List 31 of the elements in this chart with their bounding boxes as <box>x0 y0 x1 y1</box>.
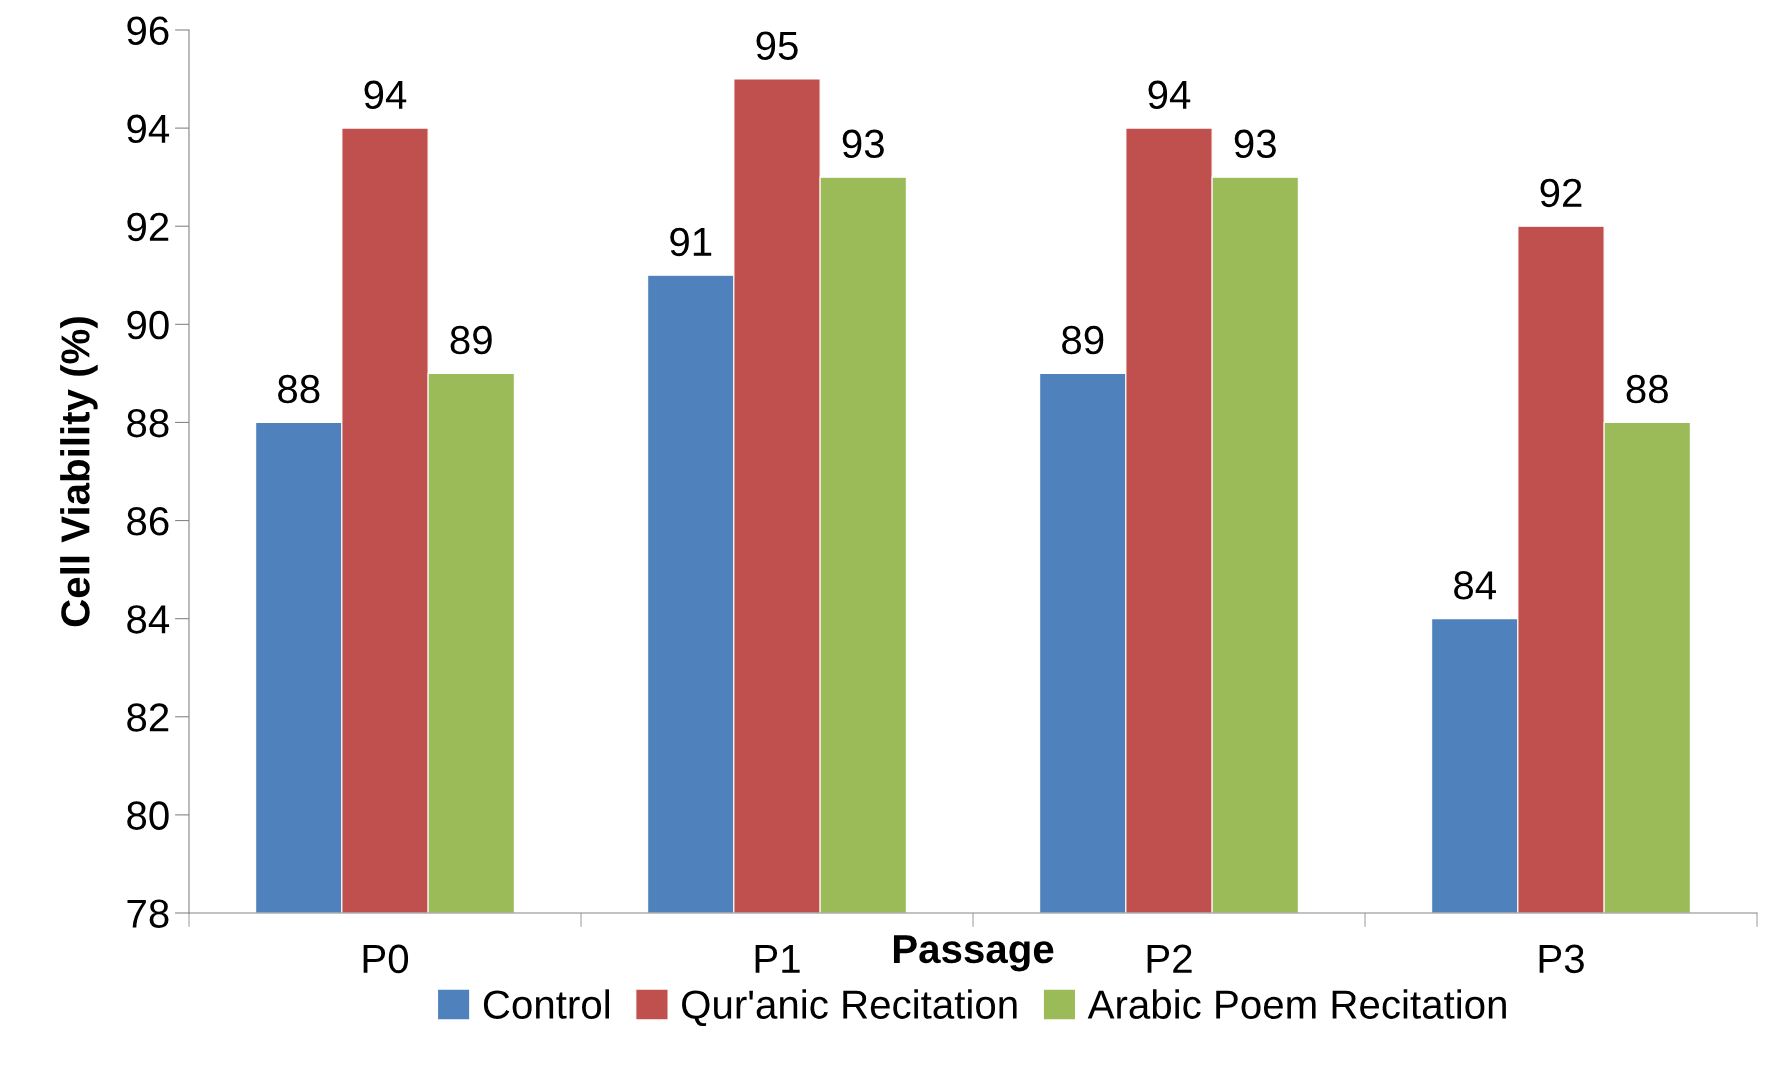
data-label: 89 <box>450 325 492 355</box>
x-tick-label: P1 <box>755 945 800 973</box>
legend-label: Qur'anic Recitation <box>682 989 1017 1027</box>
data-label: 89 <box>1062 325 1104 355</box>
data-label: 94 <box>1148 80 1191 110</box>
data-label: 93 <box>842 129 884 159</box>
y-tick-label: 82 <box>127 703 169 732</box>
y-tick-label: 78 <box>127 899 169 928</box>
x-tick-label: P0 <box>363 944 409 974</box>
x-axis-title: Passage <box>893 935 1054 972</box>
data-label: 95 <box>756 31 798 60</box>
x-tick-label: P2 <box>1147 944 1192 973</box>
y-axis-title: Cell Viability (%) <box>60 317 98 627</box>
y-tick-label: 92 <box>127 212 169 242</box>
data-label: 84 <box>1454 571 1496 600</box>
x-tick-label: P3 <box>1539 944 1584 974</box>
data-label: 88 <box>1626 374 1668 404</box>
legend-label: Arabic Poem Recitation <box>1087 989 1506 1019</box>
y-tick-label: 88 <box>127 408 169 438</box>
data-label: 93 <box>1234 129 1276 159</box>
y-tick-label: 96 <box>127 16 169 45</box>
data-label: 88 <box>278 374 320 404</box>
y-tick-label: 86 <box>127 507 169 536</box>
data-label: 94 <box>364 80 407 110</box>
y-tick-label: 94 <box>127 114 170 144</box>
data-label: 91 <box>670 227 712 257</box>
data-label: 92 <box>1540 178 1582 208</box>
legend-label: Control <box>483 989 609 1019</box>
y-tick-label: 84 <box>127 605 170 634</box>
y-tick-label: 80 <box>127 801 169 830</box>
y-tick-label: 90 <box>127 310 169 340</box>
